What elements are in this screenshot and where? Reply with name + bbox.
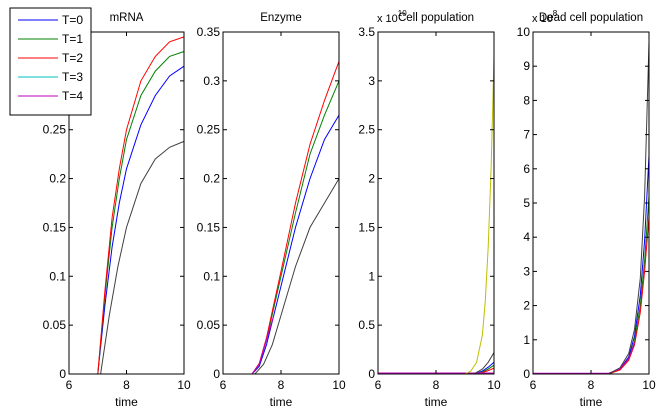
x-tick-label: 6 [375, 378, 382, 392]
y-tick-label: 0.25 [43, 123, 67, 137]
y-tick-label: 0.3 [203, 74, 220, 88]
y-tick-label: 0.05 [197, 318, 221, 332]
y-tick-label: 4 [523, 230, 530, 244]
series-line-t-4 [533, 343, 635, 374]
legend-label: T=0 [62, 13, 83, 27]
series-line-t-2 [69, 36, 185, 375]
x-tick-label: 8 [433, 378, 440, 392]
plot-area [378, 32, 494, 374]
y-tick-label: 0.5 [358, 318, 375, 332]
y-tick-label: 7 [523, 128, 530, 142]
y-tick-label: 0.2 [203, 172, 220, 186]
x-axis-label: time [425, 395, 448, 409]
y-tick-label: 2 [523, 299, 530, 313]
x-tick-label: 10 [487, 378, 501, 392]
x-tick-label: 6 [220, 378, 227, 392]
y-tick-label: 5 [523, 196, 530, 210]
x-tick-label: 8 [278, 378, 285, 392]
plot-area [533, 32, 649, 374]
subplot-enzyme: 6 8 10 0 0.05 0.1 0.15 0.2 0.25 0.3 0.35 Enzyme time [197, 12, 346, 409]
x-axis-label: time [115, 395, 138, 409]
y-tick-label: 1 [368, 269, 375, 283]
y-tick-label: 0.25 [197, 123, 221, 137]
legend-label: T=1 [62, 32, 83, 46]
legend-entry-t-1: T=1 [18, 32, 83, 46]
subplot-title: mRNA [110, 12, 144, 24]
legend-label: T=3 [62, 70, 83, 84]
legend-box [9, 7, 92, 116]
y-tick-label: 1.5 [358, 220, 375, 234]
legend-label: T=4 [62, 89, 83, 103]
legend-entry-t-4: T=4 [18, 89, 83, 103]
x-axis-label: time [580, 395, 603, 409]
x-tick-label: 8 [588, 378, 595, 392]
y-tick-label: 3 [523, 264, 530, 278]
legend-entry-t-0: T=0 [18, 13, 83, 27]
y-tick-label: 6 [523, 162, 530, 176]
x-tick-label: 10 [177, 378, 191, 392]
series-line-extra-5 [533, 42, 650, 375]
y-tick-label: 0.15 [43, 220, 67, 234]
subplot-title: Dead cell population [539, 12, 643, 24]
subplot-title: Cell population [398, 12, 474, 24]
series-line-extra-5 [223, 178, 340, 375]
y-tick-label: 0 [523, 367, 530, 381]
y-tick-label: 1 [523, 333, 530, 347]
x-tick-label: 10 [642, 378, 656, 392]
y-tick-label: 0.35 [197, 25, 221, 39]
y-tick-label: 3.5 [358, 25, 375, 39]
x-tick-label: 8 [123, 378, 130, 392]
legend: T=0 T=1 T=2 T=3 T=4 [9, 7, 92, 116]
x-tick-label: 6 [530, 378, 537, 392]
y-tick-label: 0.1 [203, 269, 220, 283]
y-tick-label: 2 [368, 172, 375, 186]
y-tick-label: 3 [368, 74, 375, 88]
y-tick-label: 10 [517, 25, 531, 39]
legend-label: T=2 [62, 51, 83, 65]
subplots: 681000.050.10.150.20.250.30.35mRNAtime68… [43, 9, 656, 409]
x-tick-label: 10 [332, 378, 346, 392]
series-line-extra-5 [69, 140, 185, 375]
legend-entry-t-2: T=2 [18, 51, 83, 65]
y-tick-label: 2.5 [358, 123, 375, 137]
y-tick-label: 0 [59, 367, 66, 381]
y-tick-label: 0.05 [43, 318, 67, 332]
y-tick-label: 0.2 [49, 172, 66, 186]
axis-exponent-label: x 108 [532, 9, 558, 25]
plot-area [223, 32, 339, 374]
y-tick-label: 0.15 [197, 220, 221, 234]
y-tick-label: 8 [523, 93, 530, 107]
y-tick-label: 9 [523, 59, 530, 73]
y-tick-label: 0 [213, 367, 220, 381]
y-tick-label: 0 [368, 367, 375, 381]
x-axis-label: time [270, 395, 293, 409]
series-line-extra-6 [378, 56, 495, 375]
series-group [533, 42, 650, 375]
x-tick-label: 6 [66, 378, 73, 392]
y-tick-label: 0.1 [49, 269, 66, 283]
series-group [69, 36, 185, 375]
series-group [223, 61, 340, 375]
axis-exponent-label: x 1010 [377, 9, 407, 25]
legend-entry-t-3: T=3 [18, 70, 83, 84]
subplot-title: Enzyme [260, 12, 302, 24]
